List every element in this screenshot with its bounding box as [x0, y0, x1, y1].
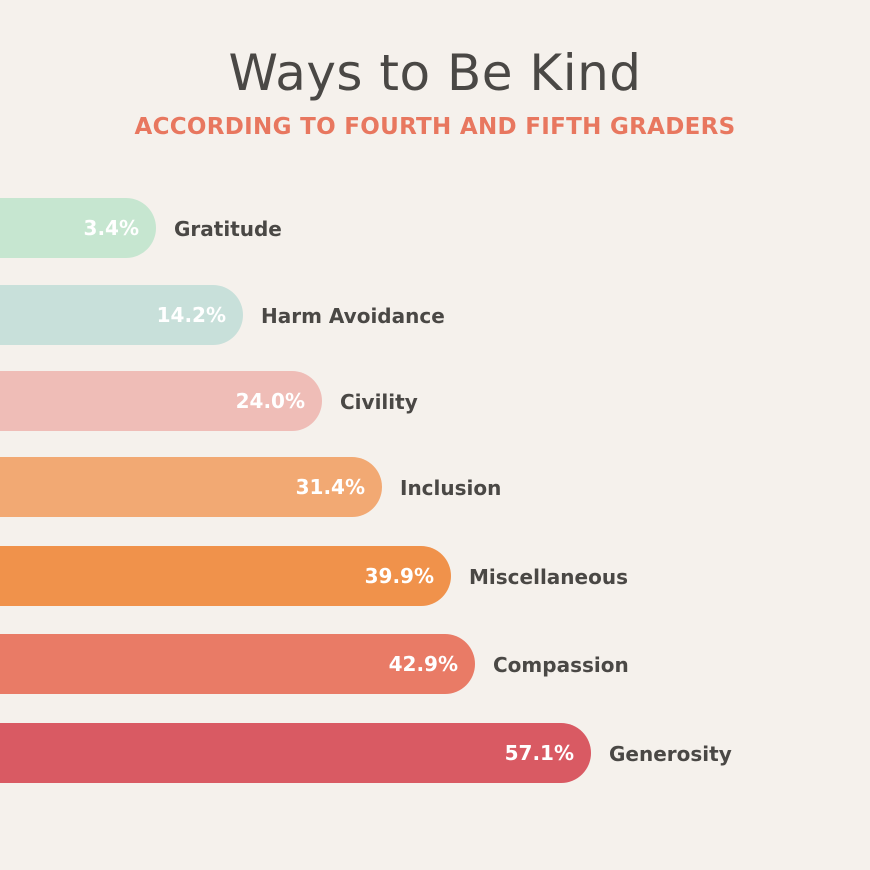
- bar-miscellaneous: [0, 546, 451, 606]
- bar-value-label: 39.9%: [365, 564, 434, 588]
- category-label: Inclusion: [400, 476, 501, 500]
- bar-inclusion: [0, 457, 382, 517]
- category-label: Gratitude: [174, 217, 282, 241]
- bar-value-label: 3.4%: [84, 216, 139, 240]
- bar-value-label: 31.4%: [296, 475, 365, 499]
- bar-civility: [0, 371, 322, 431]
- category-label: Generosity: [609, 742, 732, 766]
- bar-value-label: 42.9%: [389, 652, 458, 676]
- bar-gratitude: [0, 198, 156, 258]
- bar-value-label: 24.0%: [236, 389, 305, 413]
- bar-harm-avoidance: [0, 285, 243, 345]
- chart-title: Ways to Be Kind: [228, 44, 642, 102]
- category-label: Civility: [340, 390, 418, 414]
- bar-compassion: [0, 634, 475, 694]
- chart-subtitle: ACCORDING TO FOURTH AND FIFTH GRADERS: [134, 114, 736, 140]
- bar-value-label: 14.2%: [157, 303, 226, 327]
- bar-value-label: 57.1%: [505, 741, 574, 765]
- category-label: Harm Avoidance: [261, 304, 445, 328]
- category-label: Compassion: [493, 653, 629, 677]
- category-label: Miscellaneous: [469, 565, 628, 589]
- bar-generosity: [0, 723, 591, 783]
